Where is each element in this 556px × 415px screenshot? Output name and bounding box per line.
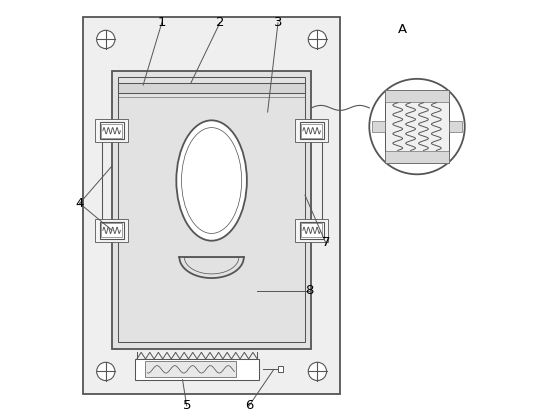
Bar	[385, 90, 449, 163]
Bar	[301, 223, 322, 237]
Bar	[118, 77, 305, 342]
Bar	[279, 366, 283, 372]
Bar	[135, 359, 259, 380]
Bar	[96, 119, 128, 142]
Bar	[118, 83, 305, 93]
Text: 5: 5	[182, 399, 191, 413]
Bar	[100, 222, 123, 239]
Text: 8: 8	[305, 284, 314, 297]
Bar	[112, 71, 311, 349]
Bar	[101, 124, 122, 138]
Text: 3: 3	[274, 16, 282, 29]
Bar	[96, 219, 128, 242]
Text: 2: 2	[216, 16, 224, 29]
Bar	[295, 119, 328, 142]
Bar	[83, 17, 340, 394]
Text: 7: 7	[321, 236, 330, 249]
Bar	[301, 124, 322, 138]
Text: 1: 1	[157, 16, 166, 29]
Bar	[371, 121, 385, 132]
Circle shape	[308, 362, 326, 381]
Text: 6: 6	[245, 399, 253, 413]
Bar	[449, 121, 463, 132]
Bar	[300, 222, 324, 239]
Ellipse shape	[176, 120, 247, 241]
Text: 4: 4	[76, 197, 84, 210]
Circle shape	[97, 362, 115, 381]
Circle shape	[97, 30, 115, 49]
Bar	[101, 223, 122, 237]
Bar	[295, 219, 328, 242]
Bar	[300, 122, 324, 139]
Circle shape	[369, 79, 465, 174]
Circle shape	[308, 30, 326, 49]
Bar	[385, 90, 449, 102]
Bar	[145, 361, 236, 377]
Bar	[385, 151, 449, 163]
Bar	[100, 122, 123, 139]
Text: A: A	[398, 22, 407, 36]
